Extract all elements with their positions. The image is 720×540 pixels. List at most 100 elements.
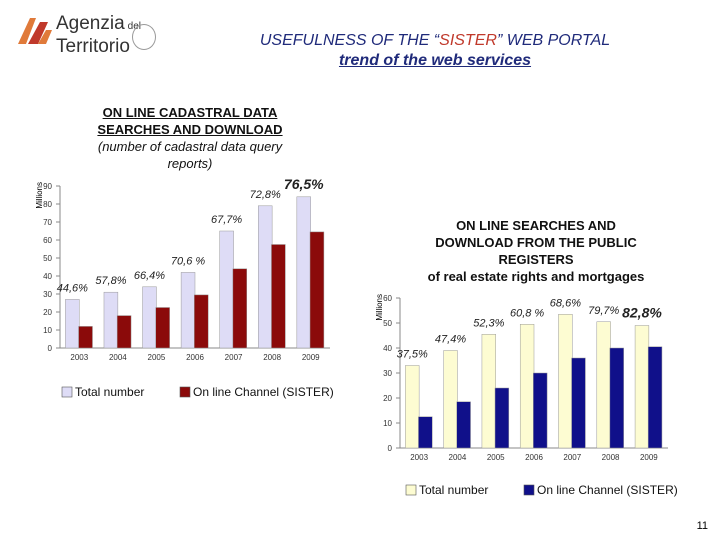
bar <box>494 387 510 449</box>
y-tick-label: 30 <box>383 369 392 378</box>
bar <box>481 334 496 449</box>
y-tick-label: 60 <box>383 294 392 303</box>
bar <box>271 244 286 349</box>
bar <box>258 205 273 349</box>
bar <box>232 268 248 349</box>
annotation: 37,5% <box>397 349 428 361</box>
bar <box>405 365 420 449</box>
bar <box>180 272 196 349</box>
x-tick-label: 2003 <box>70 353 88 362</box>
x-tick-label: 2007 <box>563 453 581 462</box>
bar <box>296 196 311 349</box>
x-tick-label: 2007 <box>225 353 243 362</box>
legend-swatch <box>61 386 73 398</box>
bar <box>571 357 586 449</box>
x-tick-label: 2009 <box>640 453 658 462</box>
y-tick-label: 80 <box>43 200 52 209</box>
legend-swatch <box>179 386 191 398</box>
bar <box>155 307 170 349</box>
annotation: 76,5% <box>284 176 324 192</box>
y-tick-label: 0 <box>48 344 53 353</box>
x-tick-label: 2009 <box>302 353 320 362</box>
x-tick-label: 2003 <box>410 453 428 462</box>
emblem <box>132 24 156 50</box>
chart-subtitle: of real estate rights and mortgages <box>427 269 645 284</box>
annotation: 67,7% <box>211 214 242 226</box>
title-part: ” WEB PORTAL <box>496 32 611 49</box>
legend-swatch <box>523 484 535 496</box>
annotation: 68,6% <box>550 297 581 309</box>
y-tick-label: 50 <box>383 319 392 328</box>
bar <box>309 231 325 349</box>
title-part: USEFULNESS OF THE “ <box>259 32 440 49</box>
y-tick-label: 50 <box>43 254 52 263</box>
annotation: 47,4% <box>435 334 466 346</box>
bar <box>443 350 458 449</box>
bar <box>647 346 663 449</box>
y-tick-label: 40 <box>43 272 52 281</box>
main-title: USEFULNESS OF THE “SISTER” WEB PORTAL tr… <box>180 31 690 71</box>
bar <box>533 372 548 449</box>
bar <box>116 315 132 349</box>
chart-title-block: ON LINE CADASTRAL DATA SEARCHES AND DOWN… <box>80 104 300 172</box>
annotation: 79,7% <box>588 305 619 317</box>
page-number: 11 <box>696 520 708 532</box>
x-tick-label: 2008 <box>263 353 281 362</box>
y-tick-label: 30 <box>43 290 52 299</box>
annotation: 82,8% <box>622 305 662 321</box>
bar <box>609 347 624 449</box>
y-tick-label: 20 <box>43 308 52 317</box>
annotation: 57,8% <box>95 275 126 287</box>
x-tick-label: 2004 <box>109 353 127 362</box>
y-tick-label: 0 <box>388 444 393 453</box>
bar <box>634 325 650 449</box>
legend-label: Total number <box>75 385 144 399</box>
y-tick-label: 40 <box>383 344 392 353</box>
y-axis-label: Millions <box>375 294 384 321</box>
legend-label: On line Channel (SISTER) <box>193 385 334 399</box>
y-tick-label: 10 <box>383 419 392 428</box>
bar <box>219 230 234 349</box>
bar <box>142 286 157 349</box>
legend-label: Total number <box>419 483 488 497</box>
bar <box>65 299 80 349</box>
chart-title: ON LINE SEARCHES AND DOWNLOAD FROM THE P… <box>435 218 637 267</box>
chart-title-block: ON LINE SEARCHES AND DOWNLOAD FROM THE P… <box>420 217 652 285</box>
chart-title: ON LINE CADASTRAL DATA SEARCHES AND DOWN… <box>97 105 283 137</box>
x-tick-label: 2006 <box>525 453 543 462</box>
bar <box>558 314 573 449</box>
y-tick-label: 90 <box>43 182 52 191</box>
legend-label: On line Channel (SISTER) <box>537 483 678 497</box>
annotation: 70,6 % <box>171 255 205 267</box>
x-tick-label: 2005 <box>148 353 166 362</box>
x-tick-label: 2004 <box>449 453 467 462</box>
bar <box>103 291 119 349</box>
y-tick-label: 70 <box>43 218 52 227</box>
legend-swatch <box>405 484 417 496</box>
main-subtitle: trend of the web services <box>338 52 532 69</box>
annotation: 52,3% <box>473 317 504 329</box>
logo-word: Agenzia <box>56 13 125 34</box>
annotation: 44,6% <box>57 282 88 294</box>
annotation: 66,4% <box>134 270 165 282</box>
y-axis-label: Millions <box>35 182 44 209</box>
logo-text: Agenzia del Territorio <box>56 14 141 57</box>
title-part: SISTER <box>439 32 497 49</box>
logo-word: del <box>127 21 142 32</box>
annotation: 72,8% <box>250 189 281 201</box>
bar <box>418 416 433 449</box>
bar <box>596 321 611 449</box>
logo-mark <box>14 14 54 50</box>
bar <box>78 326 93 349</box>
bar <box>519 324 535 449</box>
logo-word: Territorio <box>56 36 130 57</box>
x-tick-label: 2005 <box>487 453 505 462</box>
annotation: 60,8 % <box>510 307 544 319</box>
y-tick-label: 10 <box>43 326 52 335</box>
x-tick-label: 2006 <box>186 353 204 362</box>
y-tick-label: 60 <box>43 236 52 245</box>
chart-subtitle: (number of cadastral data query reports) <box>97 139 283 171</box>
bar <box>456 401 471 449</box>
